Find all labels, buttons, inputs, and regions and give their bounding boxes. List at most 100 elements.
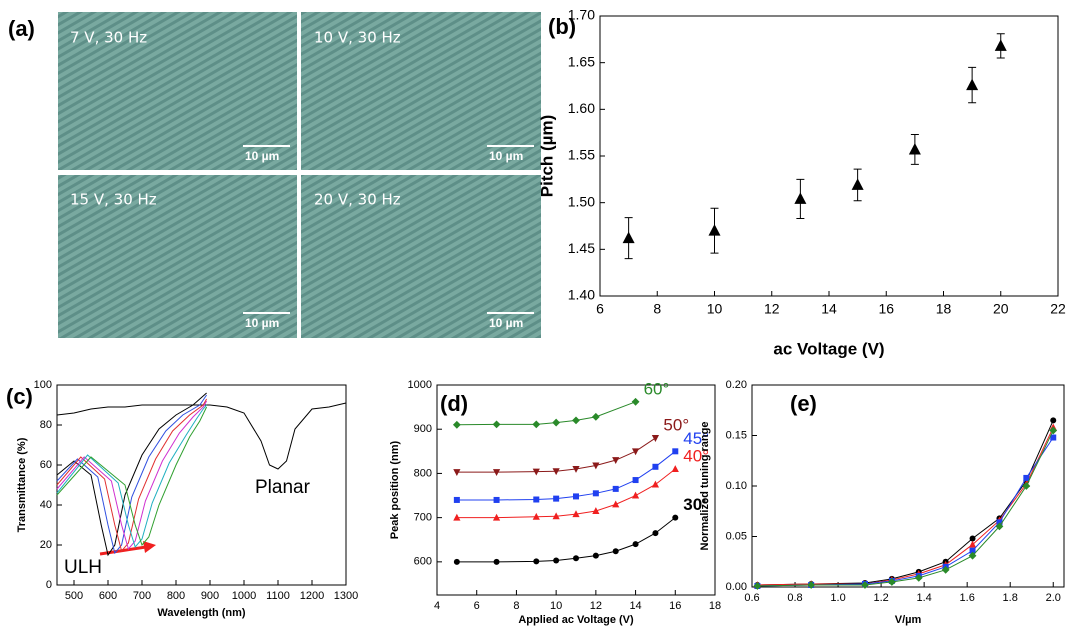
series-line [56,404,207,549]
series-line [56,402,347,470]
y-tick-label: 40 [40,499,52,511]
series-line [757,420,1054,586]
x-tick-label: 20 [993,301,1009,317]
y-tick-label: 600 [414,556,432,568]
y-tick-label: 1.65 [568,53,595,69]
marker [914,574,923,582]
micrograph: 15 V, 30 Hz 10 µm [58,175,297,338]
marker [941,565,950,574]
series-line [56,406,208,546]
y-tick-label: 0.20 [726,379,747,391]
x-tick-label: 0.8 [787,592,802,604]
y-tick-label: 1.70 [568,7,595,23]
marker [632,541,639,548]
x-tick-label: 6 [596,301,604,317]
series-line [757,437,1054,587]
x-tick-label: 1.4 [916,592,931,604]
series-line [456,437,656,473]
marker [652,530,659,537]
x-axis-label: ac Voltage (V) [773,339,884,358]
series-label: 50° [663,416,689,435]
marker [861,581,869,589]
marker [708,224,721,236]
x-tick-label: 900 [201,590,219,602]
marker [651,480,660,488]
panel-label: (b) [548,14,576,39]
image-caption: 10 V, 30 Hz [314,29,401,47]
marker [794,192,807,204]
x-tick-label: 1.0 [830,592,845,604]
y-tick-label: 1.60 [568,100,595,116]
series-label: 40° [683,446,709,465]
y-tick-label: 1.50 [568,193,595,209]
marker [572,466,580,473]
marker [622,231,635,244]
panel-label: (a) [8,16,35,41]
y-axis-label: Pitch (µm) [537,115,556,198]
marker [592,552,599,559]
x-tick-label: 2.0 [1046,592,1061,604]
marker [453,469,461,476]
series-line [56,400,208,551]
marker [672,448,679,455]
marker [592,507,600,514]
x-tick-label: 500 [65,590,83,602]
y-tick-label: 700 [414,512,432,524]
series-label: 30° [683,495,709,514]
plot-frame [599,15,1059,297]
marker [994,39,1007,51]
x-tick-label: 1.6 [960,592,975,604]
marker [453,513,461,521]
y-axis-label: Transmittance (%) [16,437,28,532]
marker [968,540,977,548]
marker [612,548,619,555]
x-tick-label: 600 [99,590,117,602]
x-tick-label: 4 [434,600,440,612]
y-tick-label: 0 [46,579,52,591]
marker [493,558,500,565]
x-tick-label: 22 [1050,301,1066,317]
x-tick-label: 18 [709,600,721,612]
image-caption: 7 V, 30 Hz [70,29,147,47]
marker [453,558,460,565]
x-tick-label: 0.6 [744,592,759,604]
marker [908,142,921,155]
scale-bar-label: 10 µm [489,149,523,163]
y-tick-label: 0.05 [726,530,747,542]
x-tick-label: 1100 [266,590,290,602]
marker [1050,417,1057,424]
plot-frame [436,384,716,596]
x-tick-label: 12 [764,301,780,317]
marker [533,496,540,503]
y-tick-label: 0.15 [726,429,747,441]
x-tick-label: 18 [936,301,952,317]
x-axis-label: Applied ac Voltage (V) [518,614,634,626]
x-tick-label: 16 [878,301,894,317]
marker [553,557,560,564]
image-caption: 20 V, 30 Hz [314,191,401,209]
marker [652,463,659,470]
series-line [456,517,676,563]
marker [552,468,560,476]
marker [1049,426,1058,435]
series-line [757,427,1054,586]
y-tick-label: 0.10 [726,480,747,492]
marker [1023,474,1030,481]
x-tick-label: 1300 [334,590,358,602]
marker [651,435,660,442]
series-line [456,401,636,426]
marker [572,510,580,518]
marker [996,519,1003,526]
x-tick-label: 6 [474,600,480,612]
y-tick-label: 1.55 [568,147,595,163]
image-caption: 15 V, 30 Hz [70,191,157,209]
marker [1050,434,1057,441]
series-line [757,430,1054,587]
micrograph: 7 V, 30 Hz 10 µm [58,12,297,170]
marker [995,522,1004,531]
marker [572,416,580,425]
marker [968,551,977,560]
marker [492,469,501,476]
